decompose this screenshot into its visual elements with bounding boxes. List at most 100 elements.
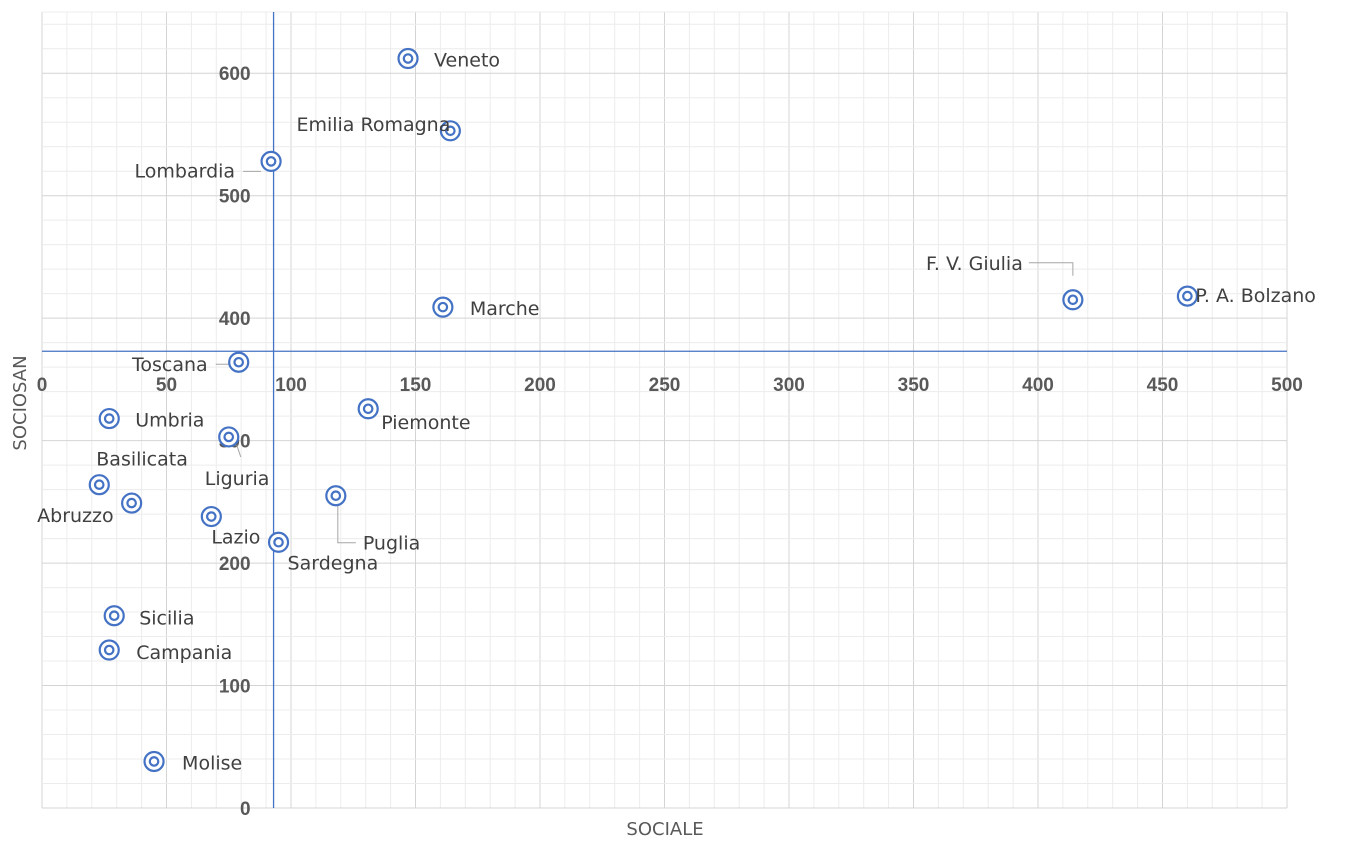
- data-label: F. V. Giulia: [926, 253, 1023, 275]
- data-point-ring: [98, 639, 120, 661]
- x-tick-label: 0: [37, 375, 48, 396]
- data-point: [98, 407, 120, 430]
- data-point-ring: [103, 605, 125, 627]
- data-point-ring: [267, 531, 290, 553]
- data-label: Molise: [182, 752, 242, 774]
- data-label: Basilicata: [96, 449, 188, 471]
- data-point-core: [148, 756, 160, 767]
- data-label: Liguria: [205, 468, 270, 490]
- data-point: [267, 531, 290, 553]
- data-point-ring: [325, 485, 347, 507]
- data-point: [357, 398, 379, 420]
- data-point: [1062, 289, 1084, 311]
- data-label: Sardegna: [288, 552, 379, 574]
- data-point: [98, 639, 120, 661]
- x-tick-label: 250: [649, 375, 681, 396]
- data-point-ring: [200, 505, 222, 528]
- data-point-core: [223, 431, 235, 443]
- data-points: [88, 47, 1199, 773]
- x-tick-label: 200: [524, 375, 556, 396]
- x-tick-label: 400: [1022, 375, 1054, 396]
- data-point-core: [233, 356, 245, 368]
- data-point: [88, 474, 110, 496]
- data-point-core: [265, 156, 277, 167]
- data-point: [228, 351, 250, 373]
- x-tick-label: 450: [1147, 375, 1179, 396]
- data-point-core: [93, 479, 105, 491]
- x-tick-label: 150: [400, 375, 432, 396]
- data-label: Veneto: [434, 50, 500, 72]
- data-label: Umbria: [135, 410, 204, 432]
- data-point: [1176, 285, 1199, 307]
- data-point-core: [402, 53, 414, 64]
- data-point-ring: [98, 407, 120, 430]
- data-point: [397, 47, 419, 70]
- y-tick-label: 0: [240, 799, 251, 820]
- data-point-core: [273, 536, 284, 548]
- data-point-core: [126, 497, 137, 509]
- data-label: Marche: [470, 298, 540, 320]
- y-tick-label: 100: [219, 677, 251, 698]
- gridlines: [41, 11, 1288, 809]
- data-point-ring: [1176, 285, 1199, 307]
- data-point: [218, 426, 240, 448]
- data-point: [143, 750, 165, 773]
- y-tick-label: 500: [219, 187, 251, 208]
- data-point-ring: [357, 398, 379, 420]
- x-tick-label: 50: [156, 375, 177, 396]
- data-point-ring: [439, 120, 461, 142]
- data-point-ring: [260, 150, 282, 173]
- data-label: Lombardia: [135, 160, 236, 182]
- data-point-core: [437, 301, 449, 313]
- data-point-core: [1067, 294, 1079, 306]
- data-label: Piemonte: [381, 412, 470, 434]
- data-point-core: [206, 511, 217, 522]
- x-tick-label: 100: [275, 375, 307, 396]
- data-point: [439, 120, 461, 142]
- data-point: [260, 150, 282, 173]
- data-point-ring: [121, 492, 143, 514]
- y-tick-label: 200: [219, 554, 251, 575]
- x-tick-label: 300: [773, 375, 805, 396]
- data-labels: Veneto Emilia Romagna Lombardia F. V. Giuli…: [37, 50, 1316, 775]
- data-point: [325, 485, 347, 507]
- data-point-core: [103, 413, 115, 424]
- data-point: [200, 505, 222, 528]
- data-point-core: [362, 403, 374, 415]
- data-label: Emilia Romagna: [296, 114, 450, 136]
- x-axis-title: SOCIALE: [626, 819, 703, 840]
- data-label: Puglia: [363, 533, 420, 555]
- label-leader-lines: [215, 170, 1074, 544]
- x-tick-label: 500: [1271, 375, 1303, 396]
- leader-line: [337, 505, 356, 544]
- data-point-ring: [218, 426, 240, 448]
- leader-line: [236, 444, 242, 458]
- data-point-ring: [397, 47, 419, 70]
- data-point-core: [108, 610, 120, 622]
- x-axis-tick-labels: 0 50 100 150 200 250 300 350 400 450 500: [37, 375, 1303, 396]
- leader-line: [1028, 262, 1074, 276]
- data-point-core: [103, 644, 115, 656]
- crosshair-lines: [42, 12, 1287, 808]
- data-point-core: [1182, 290, 1193, 302]
- data-label: Abruzzo: [37, 505, 113, 527]
- data-label: P. A. Bolzano: [1195, 285, 1316, 307]
- y-tick-label: 600: [219, 64, 251, 85]
- x-tick-label: 350: [898, 375, 930, 396]
- data-point-core: [445, 125, 456, 137]
- y-axis-tick-labels: 0100200300400500600: [219, 64, 251, 820]
- data-point: [121, 492, 143, 514]
- data-label: Toscana: [131, 354, 208, 376]
- data-label: Lazio: [211, 527, 260, 549]
- data-point-ring: [143, 750, 165, 773]
- y-tick-label: 400: [219, 309, 251, 330]
- data-label: Campania: [136, 642, 232, 664]
- data-point-ring: [432, 296, 454, 318]
- y-axis-title: SOCIOSAN: [10, 355, 31, 450]
- data-point-ring: [88, 474, 110, 496]
- data-point-ring: [228, 351, 250, 373]
- data-point-ring: [1062, 289, 1084, 311]
- data-point: [432, 296, 454, 318]
- data-point: [103, 605, 125, 627]
